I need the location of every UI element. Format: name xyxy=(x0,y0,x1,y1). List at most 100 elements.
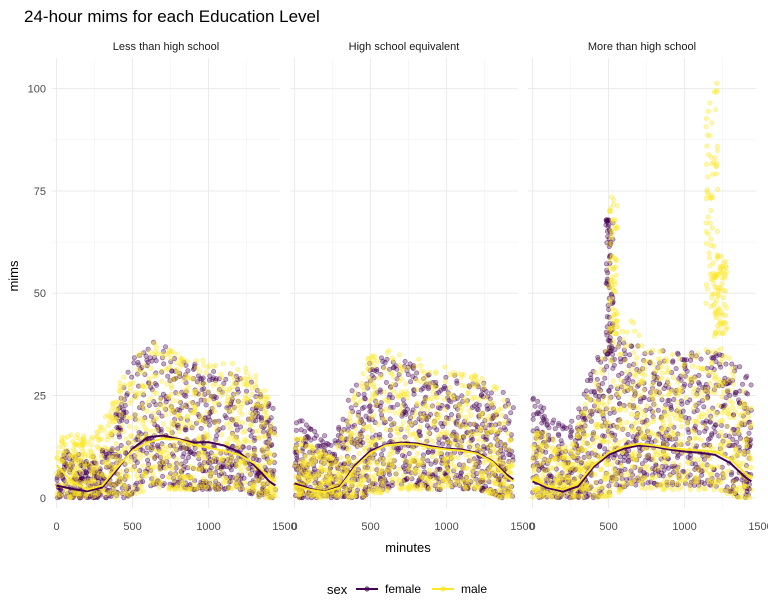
male-point xyxy=(599,356,605,362)
male-point xyxy=(375,421,381,427)
male-point xyxy=(403,389,409,395)
male-point xyxy=(185,384,191,390)
male-point xyxy=(140,452,146,458)
male-point xyxy=(267,460,273,466)
male-point xyxy=(115,429,121,435)
male-point xyxy=(451,472,457,478)
female-point xyxy=(172,356,178,362)
male-point xyxy=(591,440,597,446)
male-point xyxy=(166,394,172,400)
male-point xyxy=(412,455,418,461)
male-point xyxy=(555,461,561,467)
female-point xyxy=(332,438,338,444)
male-point xyxy=(156,402,162,408)
male-point xyxy=(387,408,393,414)
male-point xyxy=(453,441,459,447)
female-point xyxy=(723,361,729,367)
male-point xyxy=(156,484,162,490)
male-point xyxy=(417,482,423,488)
male-point xyxy=(153,344,159,350)
x-tick-label: 1000 xyxy=(672,521,696,533)
male-point xyxy=(133,490,139,496)
male-point xyxy=(234,482,240,488)
male-point xyxy=(201,461,207,467)
male-point xyxy=(371,438,377,444)
male-point xyxy=(249,391,255,397)
male-point xyxy=(175,369,181,375)
male-point xyxy=(650,374,656,380)
female-point xyxy=(186,454,192,460)
female-point xyxy=(173,465,179,471)
male-point xyxy=(210,405,216,411)
male-point xyxy=(292,462,298,468)
female-point xyxy=(248,433,254,439)
male-point xyxy=(630,396,636,402)
female-point xyxy=(122,402,128,408)
male-point xyxy=(487,417,493,423)
male-point xyxy=(441,461,447,467)
male-point xyxy=(488,402,494,408)
male-point xyxy=(295,448,301,454)
male-point xyxy=(243,365,249,371)
male-point xyxy=(486,413,492,419)
male-point xyxy=(204,389,210,395)
male-point xyxy=(81,480,87,486)
male-point xyxy=(191,402,197,408)
male-point xyxy=(133,412,139,418)
male-point xyxy=(401,457,407,463)
male-point xyxy=(300,462,306,468)
male-point xyxy=(123,436,129,442)
male-point xyxy=(170,377,176,383)
female-point xyxy=(203,402,209,408)
male-point xyxy=(151,389,157,395)
male-point xyxy=(399,403,405,409)
male-point xyxy=(247,488,253,494)
female-point xyxy=(675,351,681,357)
male-point xyxy=(464,402,470,408)
male-point xyxy=(406,474,412,480)
male-point xyxy=(128,415,134,421)
male-point xyxy=(422,403,428,409)
female-point xyxy=(410,374,416,380)
male-point xyxy=(261,445,267,451)
female-point xyxy=(551,417,557,423)
male-point xyxy=(701,423,707,429)
male-point xyxy=(82,453,88,459)
male-point xyxy=(66,453,72,459)
male-point xyxy=(406,483,412,489)
male-point xyxy=(221,474,227,480)
male-point xyxy=(622,344,628,350)
female-point xyxy=(156,410,162,416)
male-point xyxy=(261,388,267,394)
male-point xyxy=(201,362,207,368)
female-point xyxy=(552,426,558,432)
female-point xyxy=(684,399,690,405)
female-point xyxy=(539,420,545,426)
male-point xyxy=(448,461,454,467)
female-point xyxy=(627,352,633,358)
male-point xyxy=(347,410,353,416)
male-point xyxy=(299,471,305,477)
female-point xyxy=(674,454,680,460)
male-point xyxy=(253,373,259,379)
male-point xyxy=(547,465,553,471)
male-point xyxy=(371,382,377,388)
male-point xyxy=(379,481,385,487)
male-point xyxy=(127,440,133,446)
male-point xyxy=(124,414,130,420)
male-point xyxy=(161,455,167,461)
female-point xyxy=(405,372,411,378)
male-point xyxy=(455,455,461,461)
male-point xyxy=(55,449,61,455)
female-point xyxy=(434,427,440,433)
male-point xyxy=(59,434,65,440)
male-point xyxy=(334,442,340,448)
male-point xyxy=(358,490,364,496)
male-point xyxy=(106,460,112,466)
male-point xyxy=(360,424,366,430)
male-point xyxy=(608,359,614,365)
male-point xyxy=(476,479,482,485)
male-point xyxy=(170,465,176,471)
male-point xyxy=(587,487,593,493)
male-point xyxy=(634,355,640,361)
